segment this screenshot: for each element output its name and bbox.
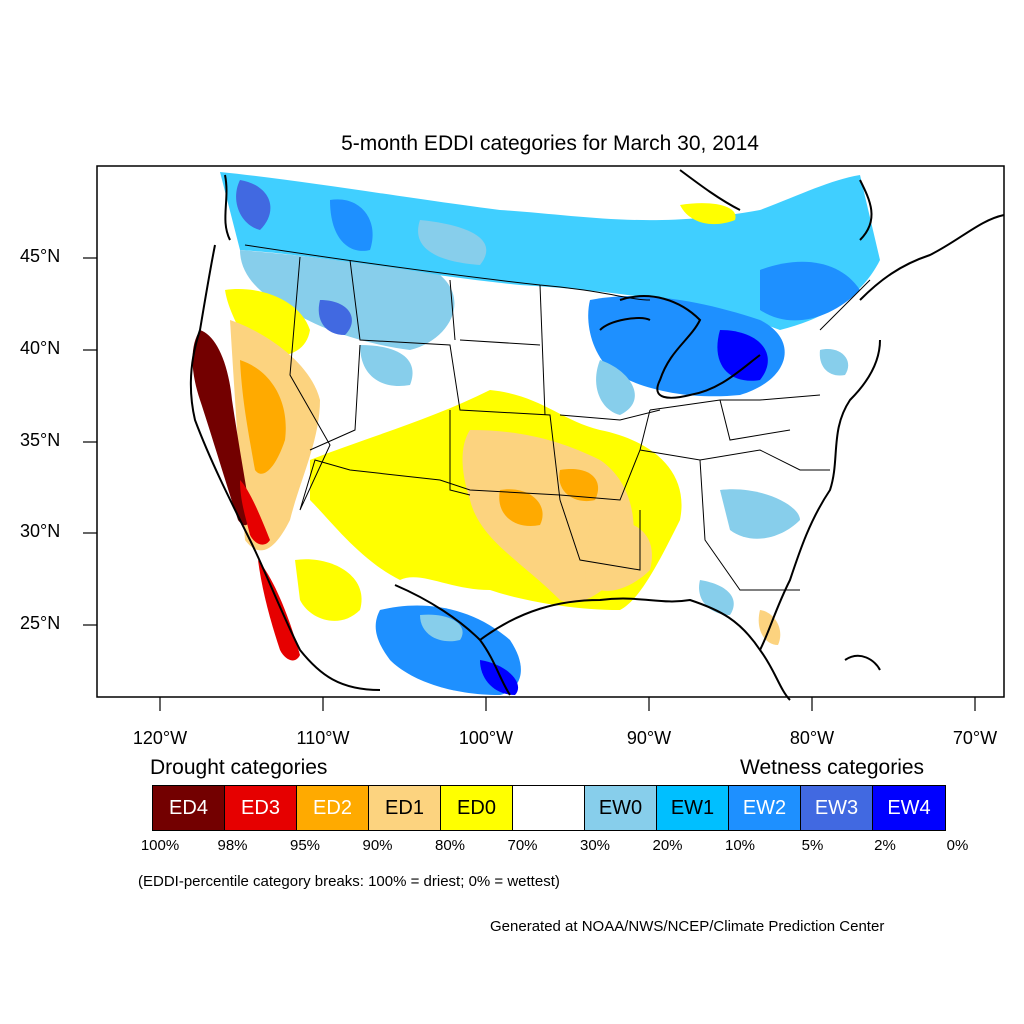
lon-label-110w: 110°W [296,728,350,748]
percentile-label: 70% [507,837,538,854]
percentile-label: 0% [946,837,969,854]
category-note: (EDDI-percentile category breaks: 100% =… [138,873,560,890]
percentile-label: 2% [874,837,896,854]
lat-ticks [83,257,97,626]
legend-box-ew3: EW3 [801,786,873,830]
percentile-label: 5% [801,837,824,854]
percentile-label: 95% [289,837,321,854]
lat-label-35n: 35°N [20,430,61,450]
wetness-categories-heading: Wetness categories [740,756,925,779]
percentile-label: 30% [579,837,611,854]
california-extreme-drought [192,330,251,526]
legend-box-ew0: EW0 [585,786,657,830]
lon-label-80w: 80°W [789,728,835,748]
lon-ticks [159,697,976,711]
percentile-label: 20% [652,837,683,854]
percentile-label: 90% [362,837,393,854]
lon-label-100w: 100°W [458,728,514,748]
lat-label-40n: 40°N [20,338,61,358]
state-boundaries [244,244,871,591]
lat-label-45n: 45°N [20,246,61,266]
percentile-label: 80% [434,837,466,854]
legend-box-ed2: ED2 [297,786,369,830]
lat-label-30n: 30°N [20,521,61,541]
canada-wetness-region [220,172,880,330]
category-legend: ED4 ED3 ED2 ED1 ED0 EW0 EW1 EW2 EW3 EW4 [152,785,946,831]
percentile-label: 100% [140,837,180,854]
coastlines [189,169,1005,701]
legend-box-neutral [513,786,585,830]
legend-box-ed4: ED4 [153,786,225,830]
legend-box-ew2: EW2 [729,786,801,830]
lon-label-90w: 90°W [626,728,672,748]
credit-line: Generated at NOAA/NWS/NCEP/Climate Predi… [490,918,885,935]
map-title: 5-month EDDI categories for March 30, 20… [341,132,759,155]
lat-label-25n: 25°N [20,613,61,633]
percentile-label: 98% [217,837,248,854]
legend-box-ew1: EW1 [657,786,729,830]
legend-box-ew4: EW4 [873,786,945,830]
map-border [96,165,1005,698]
legend-box-ed3: ED3 [225,786,297,830]
lon-label-120w: 120°W [132,728,188,748]
percentile-label: 10% [724,837,756,854]
legend-box-ed1: ED1 [369,786,441,830]
lon-label-70w: 70°W [952,728,998,748]
drought-categories-heading: Drought categories [150,756,328,779]
legend-box-ed0: ED0 [441,786,513,830]
